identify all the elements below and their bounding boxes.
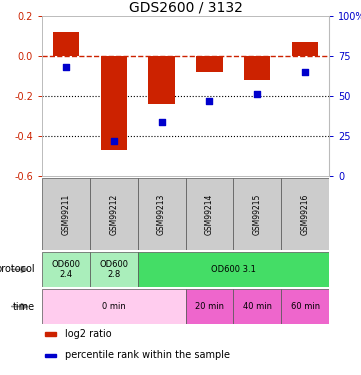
Bar xyxy=(53,32,79,56)
Text: OD600
2.4: OD600 2.4 xyxy=(51,260,81,279)
Point xyxy=(302,69,308,75)
Text: GSM99213: GSM99213 xyxy=(157,194,166,235)
Bar xyxy=(42,178,90,250)
Bar xyxy=(101,56,127,150)
Bar xyxy=(233,178,281,250)
Text: protocol: protocol xyxy=(0,264,35,274)
Bar xyxy=(138,252,329,287)
Bar xyxy=(138,178,186,250)
Text: time: time xyxy=(13,302,35,312)
Point xyxy=(206,98,212,104)
Point xyxy=(255,92,260,98)
Bar xyxy=(196,56,223,72)
Bar xyxy=(186,178,233,250)
Text: 0 min: 0 min xyxy=(102,302,126,311)
Bar xyxy=(148,56,175,104)
Text: GSM99211: GSM99211 xyxy=(61,194,70,235)
Bar xyxy=(42,289,186,324)
Point xyxy=(63,64,69,70)
Text: GSM99215: GSM99215 xyxy=(253,194,262,235)
Text: 40 min: 40 min xyxy=(243,302,272,311)
Bar xyxy=(281,289,329,324)
Text: log2 ratio: log2 ratio xyxy=(65,329,112,339)
Text: 20 min: 20 min xyxy=(195,302,224,311)
Bar xyxy=(90,252,138,287)
Text: 60 min: 60 min xyxy=(291,302,319,311)
Bar xyxy=(281,178,329,250)
Text: GSM99214: GSM99214 xyxy=(205,194,214,235)
Text: GSM99216: GSM99216 xyxy=(301,194,310,235)
Text: GSM99212: GSM99212 xyxy=(109,194,118,235)
Text: OD600 3.1: OD600 3.1 xyxy=(211,265,256,274)
Text: OD600
2.8: OD600 2.8 xyxy=(99,260,128,279)
Text: percentile rank within the sample: percentile rank within the sample xyxy=(65,351,230,360)
Bar xyxy=(42,252,90,287)
Point xyxy=(159,118,165,124)
Bar xyxy=(233,289,281,324)
Bar xyxy=(90,178,138,250)
Bar xyxy=(186,289,233,324)
Title: GDS2600 / 3132: GDS2600 / 3132 xyxy=(129,1,243,15)
Bar xyxy=(244,56,270,80)
Bar xyxy=(292,42,318,56)
Bar xyxy=(45,333,56,336)
Point xyxy=(111,138,117,144)
Bar xyxy=(45,354,56,357)
